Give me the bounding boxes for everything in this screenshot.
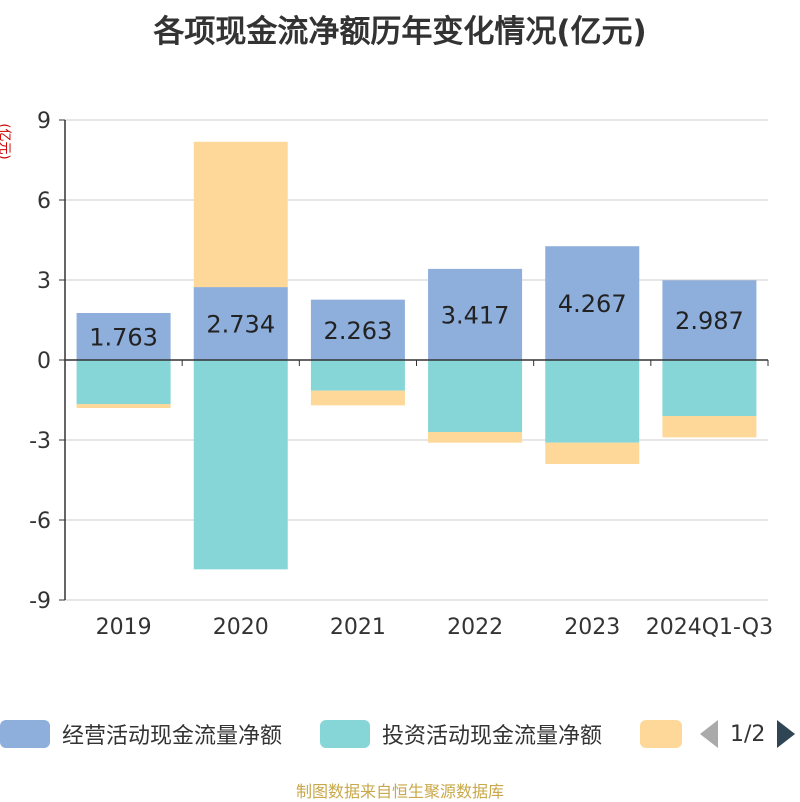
bar-series2-2019 <box>76 360 171 404</box>
y-tick-label: 9 <box>37 109 51 134</box>
bar-series2-2022 <box>428 360 523 432</box>
data-label-2024Q1-Q3: 2.987 <box>675 307 744 335</box>
bar-series2-2020 <box>193 360 288 570</box>
y-tick-label: 0 <box>37 349 51 374</box>
bar-series2-2021 <box>310 360 405 391</box>
legend-item-investing[interactable]: 投资活动现金流量净额 <box>320 712 602 756</box>
x-tick-label: 2020 <box>213 615 269 640</box>
bar-series3-2022 <box>428 432 523 443</box>
legend-pager: 1/2 <box>700 720 796 748</box>
x-tick-label: 2024Q1-Q3 <box>646 615 773 640</box>
bar-series2-2024Q1-Q3 <box>662 360 757 416</box>
x-tick-label: 2019 <box>96 615 152 640</box>
legend-prev-arrow-icon[interactable] <box>700 720 718 748</box>
bar-series1-2020 <box>193 287 288 360</box>
bar-series3-2019 <box>76 404 171 408</box>
bar-series3-2024Q1-Q3 <box>662 416 757 438</box>
x-tick-label: 2023 <box>564 615 620 640</box>
data-label-2022: 3.417 <box>441 301 510 329</box>
bar-series1-2019 <box>76 312 171 360</box>
bar-series3-2023 <box>545 442 640 464</box>
legend-label-investing: 投资活动现金流量净额 <box>382 724 603 749</box>
cash-flow-chart: -9 -6 -3 0 3 6 9 1.763 2019 2.734 2020 2.263 2021 3.4… <box>29 109 773 640</box>
legend-item-operating[interactable]: 经营活动现金流量净额 <box>0 712 282 756</box>
legend-label-operating: 经营活动现金流量净额 <box>62 724 283 749</box>
y-tick-label: 3 <box>37 269 51 294</box>
legend-swatch-operating <box>0 720 50 748</box>
bar-series2-2023 <box>545 360 640 443</box>
data-label-2021: 2.263 <box>324 317 393 345</box>
bar-series1-2022 <box>428 268 523 360</box>
y-tick-label: -6 <box>29 509 51 534</box>
legend: 经营活动现金流量净额 投资活动现金流量净额 1/2 <box>0 712 800 756</box>
legend-next-arrow-icon[interactable] <box>777 720 796 748</box>
legend-swatch-investing <box>320 720 370 748</box>
data-label-2020: 2.734 <box>206 311 275 339</box>
legend-item-third[interactable] <box>640 712 682 756</box>
legend-swatch-third <box>640 720 682 748</box>
x-tick-label: 2021 <box>330 615 386 640</box>
bar-series1-2023 <box>545 246 640 360</box>
x-tick-label: 2022 <box>447 615 503 640</box>
data-label-2019: 1.763 <box>89 323 158 351</box>
data-label-2023: 4.267 <box>558 290 627 318</box>
bar-series3-2021 <box>310 390 405 406</box>
data-source-note: 制图数据来自恒生聚源数据库 <box>295 782 504 801</box>
bar-series1-2021 <box>310 299 405 360</box>
y-tick-label: -3 <box>29 429 51 454</box>
bar-series3-2020 <box>193 141 288 288</box>
y-tick-label: -9 <box>29 589 51 614</box>
bar-series1-2024Q1-Q3 <box>662 280 757 360</box>
y-tick-label: 6 <box>37 189 51 214</box>
chart-title: 各项现金流净额历年变化情况(亿元) <box>153 14 647 50</box>
legend-page-indicator: 1/2 <box>730 721 766 747</box>
